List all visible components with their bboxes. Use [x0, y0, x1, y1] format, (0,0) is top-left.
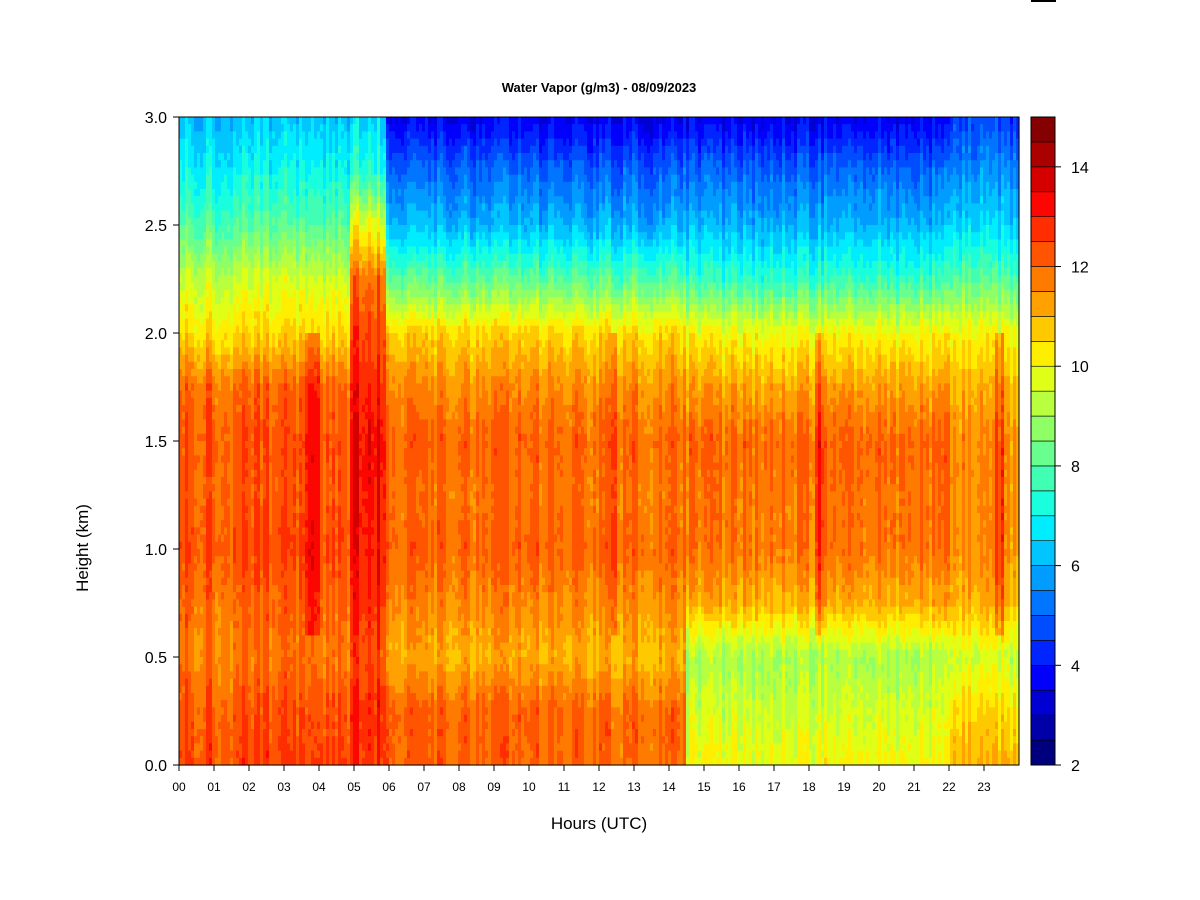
heatmap-area	[179, 117, 1020, 766]
chart-title: Water Vapor (g/m3) - 08/09/2023	[502, 80, 697, 95]
